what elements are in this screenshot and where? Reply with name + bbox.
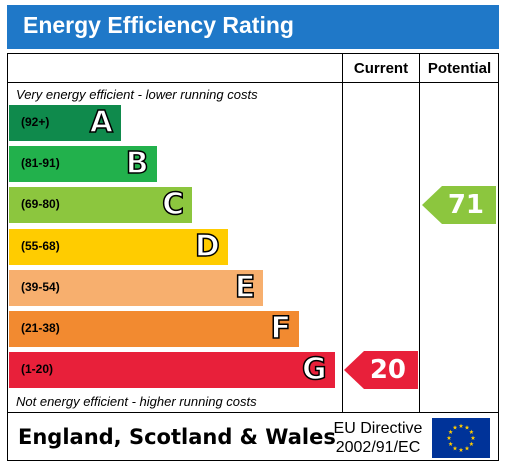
band-range-label: (39-54) xyxy=(21,279,60,294)
eu-star-icon xyxy=(469,429,474,434)
region-label: England, Scotland & Wales xyxy=(18,425,336,449)
current-rating-arrow: 20 xyxy=(344,351,418,390)
directive-line2: 2002/91/EC xyxy=(335,439,421,456)
footer-row-divider xyxy=(7,412,499,413)
band-range-label: (92+) xyxy=(21,115,50,129)
band-g: (1-20) G xyxy=(9,351,335,389)
band-letter-label: G xyxy=(301,351,327,388)
band-f: (21-38) F xyxy=(9,310,299,347)
current-rating-arrow-shape xyxy=(344,351,418,390)
band-letter-label: F xyxy=(270,310,292,347)
potential-column-divider xyxy=(419,53,420,413)
band-letter-label: D xyxy=(194,228,220,265)
band-b: (81-91) B xyxy=(9,145,157,183)
eu-star-icon xyxy=(452,445,458,451)
band-a: (92+) A xyxy=(9,104,121,141)
band-letter-label: B xyxy=(125,145,149,182)
band-d: (55-68) D xyxy=(9,228,228,265)
potential-rating-arrow-shape xyxy=(422,186,496,225)
bottom-note: Not energy efficient - higher running co… xyxy=(16,394,257,409)
eu-flag-icon xyxy=(432,418,490,458)
eu-star-icon xyxy=(464,445,470,451)
header-bar: Energy Efficiency Rating xyxy=(7,5,499,49)
band-range-label: (55-68) xyxy=(21,238,60,253)
directive-line1: EU Directive xyxy=(333,420,423,437)
band-range-label: (69-80) xyxy=(21,197,60,212)
top-note: Very energy efficient - lower running co… xyxy=(16,87,258,102)
eu-star-icon xyxy=(452,425,458,430)
header-row-divider xyxy=(7,82,499,83)
potential-column-header: Potential xyxy=(427,60,492,77)
band-range-label: (81-91) xyxy=(21,156,60,171)
eu-star-icon xyxy=(464,425,470,430)
potential-rating-arrow-value: 71 xyxy=(447,190,484,221)
eu-star-icon xyxy=(469,441,474,446)
current-rating-arrow-value: 20 xyxy=(369,355,406,386)
current-column-divider xyxy=(342,53,343,413)
eu-star-icon xyxy=(448,441,453,446)
eu-star-icon xyxy=(458,423,464,428)
current-column-header: Current xyxy=(353,60,409,77)
eu-star-icon xyxy=(470,435,476,440)
rating-frame xyxy=(7,53,499,461)
eu-directive-label: EU Directive 2002/91/EC xyxy=(328,419,428,457)
band-letter-label: E xyxy=(234,269,256,306)
band-range-label: (21-38) xyxy=(21,321,60,335)
eu-star-icon xyxy=(446,435,452,440)
band-letter-label: C xyxy=(161,187,185,224)
potential-rating-arrow: 71 xyxy=(422,186,496,225)
band-letter-label: A xyxy=(89,104,114,141)
eu-star-icon xyxy=(448,429,453,434)
band-e: (39-54) E xyxy=(9,269,264,306)
band-range-label: (1-20) xyxy=(21,362,54,377)
chart-title: Energy Efficiency Rating xyxy=(23,12,294,38)
band-c: (69-80) C xyxy=(9,187,193,224)
eu-star-icon xyxy=(458,447,464,452)
